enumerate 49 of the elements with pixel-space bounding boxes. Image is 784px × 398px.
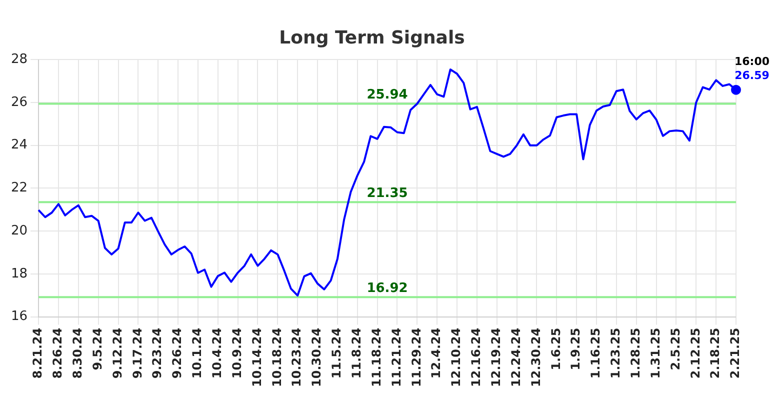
x-tick-label: 2.12.25: [688, 328, 702, 379]
x-tick-label: 10.1.24: [190, 328, 204, 379]
y-tick-label: 26: [10, 94, 28, 110]
x-tick-label: 1.28.25: [628, 328, 642, 379]
x-tick-label: 8.21.24: [30, 328, 45, 379]
x-tick-label: 2.18.25: [708, 328, 722, 379]
annotation: 26.59: [734, 69, 770, 82]
x-tick-label: 10.23.24: [290, 328, 304, 388]
ref-line-label: 21.35: [366, 186, 408, 201]
y-tick-label: 16: [10, 309, 28, 324]
x-tick-label: 2.5.25: [668, 328, 682, 370]
y-tick-label: 24: [10, 138, 28, 153]
y-tick-label: 20: [10, 223, 28, 238]
x-tick-label: 8.30.24: [70, 328, 85, 379]
y-tick-label: 18: [10, 266, 28, 282]
x-tick-label: 2.21.25: [728, 328, 742, 379]
x-tick-label: 12.4.24: [429, 328, 444, 379]
x-tick-label: 9.12.24: [110, 328, 124, 379]
ref-line-label: 16.92: [366, 280, 408, 296]
x-tick-label: 9.23.24: [150, 328, 164, 379]
x-tick-label: 12.24.24: [508, 328, 523, 388]
y-tick-label: 28: [10, 52, 28, 67]
annotation: 16:00: [734, 55, 770, 68]
x-tick-label: 1.16.25: [588, 328, 603, 379]
x-tick-label: 11.29.24: [409, 328, 424, 388]
x-tick-label: 12.30.24: [528, 328, 543, 388]
ref-line-label: 25.94: [366, 88, 408, 103]
x-tick-label: 11.18.24: [369, 328, 384, 388]
x-tick-label: 12.10.24: [449, 328, 464, 388]
x-tick-label: 12.16.24: [469, 328, 484, 388]
x-tick-label: 10.4.24: [210, 328, 224, 379]
x-tick-label: 9.5.24: [90, 328, 104, 370]
x-tick-label: 10.30.24: [310, 328, 324, 388]
x-tick-label: 8.26.24: [50, 328, 65, 379]
x-tick-label: 10.9.24: [230, 328, 244, 379]
chart-title: Long Term Signals: [279, 27, 465, 48]
x-tick-label: 11.8.24: [350, 328, 364, 379]
x-tick-label: 12.19.24: [488, 328, 503, 388]
x-tick-label: 11.5.24: [330, 328, 344, 379]
x-tick-label: 10.18.24: [270, 328, 284, 388]
x-tick-label: 10.14.24: [250, 328, 264, 388]
x-tick-label: 1.6.25: [548, 328, 563, 370]
x-tick-label: 9.26.24: [170, 328, 184, 379]
y-tick-label: 22: [10, 180, 28, 196]
x-tick-label: 11.21.24: [389, 328, 404, 388]
x-tick-label: 1.23.25: [608, 328, 623, 379]
x-tick-label: 1.31.25: [648, 328, 662, 379]
x-tick-label: 1.9.25: [568, 328, 583, 370]
x-tick-label: 9.17.24: [130, 328, 144, 379]
